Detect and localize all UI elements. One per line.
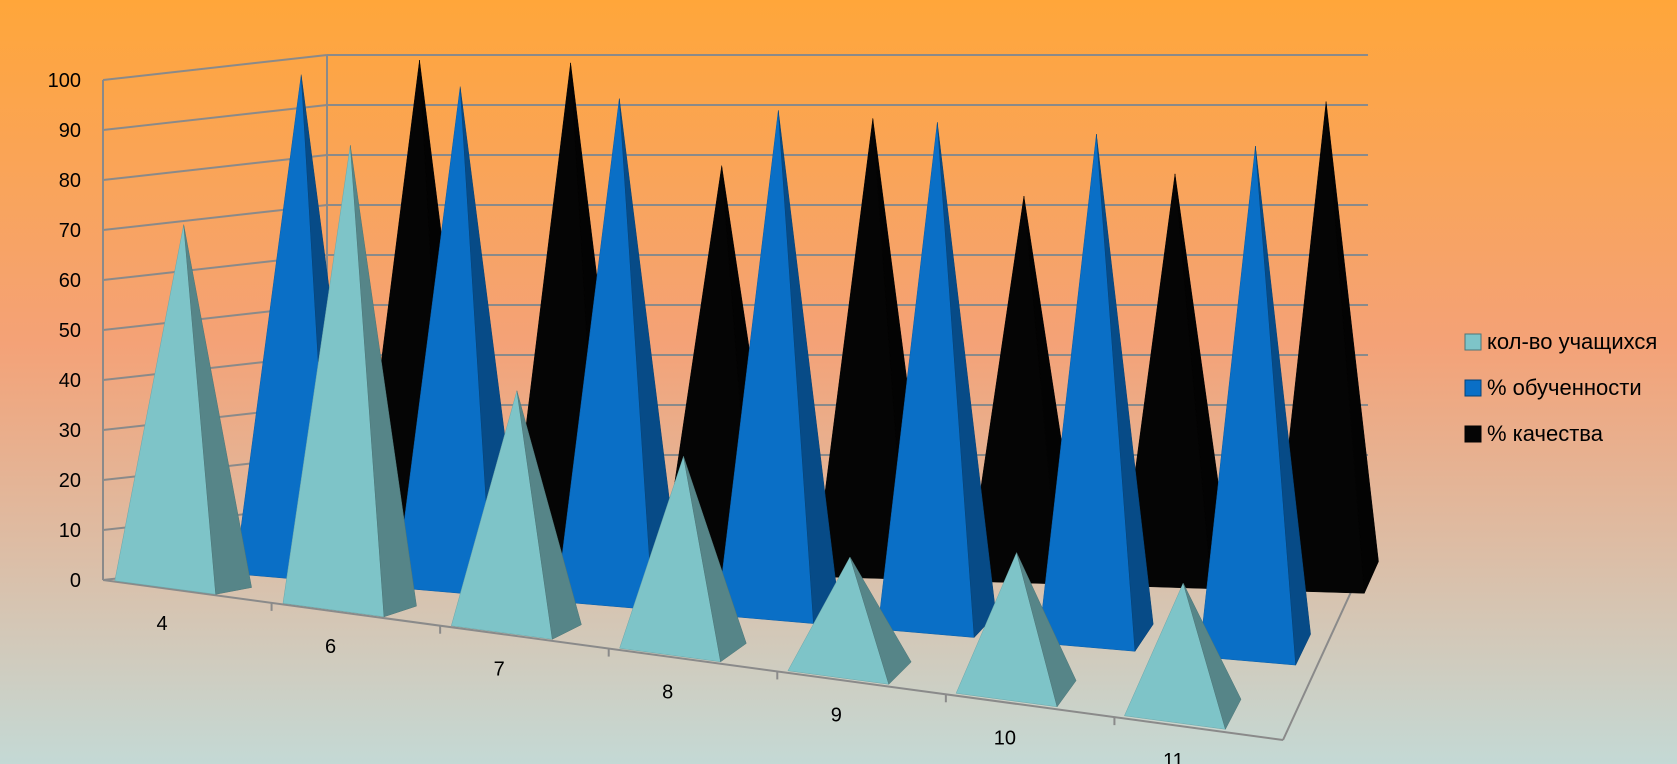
y-tick-label: 0 — [70, 570, 81, 592]
gridline — [102, 104, 328, 131]
y-tick-label: 50 — [59, 320, 81, 342]
y-tick-label: 10 — [59, 520, 81, 542]
pyramid-bar — [716, 110, 839, 625]
y-tick-label: 20 — [59, 470, 81, 492]
y-tick-label: 80 — [59, 170, 81, 192]
x-tick-label: 11 — [1163, 750, 1184, 764]
legend-swatch — [1464, 379, 1482, 397]
pyramids — [114, 60, 1379, 730]
pyramid-bar — [955, 551, 1077, 708]
pyramid-bar — [1038, 134, 1154, 653]
gridline — [102, 54, 328, 81]
legend-swatch — [1464, 425, 1482, 443]
y-tick-label: 40 — [59, 370, 81, 392]
legend-label: кол-во учащихся — [1487, 329, 1657, 354]
y-tick-label: 90 — [59, 120, 81, 142]
axis-line — [102, 579, 1284, 741]
tick-labels: 0 10 20 30 40 50 60 70 80 90 100 4 6 7 8 9 10 11 — [48, 70, 1184, 764]
x-tick-label: 10 — [994, 727, 1016, 749]
x-tick-label: 7 — [494, 659, 505, 681]
x-tick-label: 6 — [325, 636, 336, 658]
legend-label: % качества — [1487, 421, 1604, 446]
x-tick-label: 4 — [156, 613, 167, 635]
pyramid-bar — [619, 456, 747, 663]
y-tick-label: 100 — [48, 70, 81, 92]
legend: кол-во учащихся % обученности % качества — [1464, 329, 1657, 446]
x-tick-label: 9 — [831, 704, 842, 726]
pyramid-bar — [114, 224, 252, 595]
pyramid-bar — [1198, 146, 1311, 667]
gridline — [102, 154, 328, 181]
y-tick-label: 70 — [59, 220, 81, 242]
y-tick-label: 30 — [59, 420, 81, 442]
pyramid-bar — [450, 390, 582, 640]
legend-label: % обученности — [1487, 375, 1642, 400]
y-tick-label: 60 — [59, 270, 81, 292]
pyramid-bar — [1272, 101, 1379, 594]
pyramid-bar — [787, 556, 912, 685]
x-tick-label: 8 — [662, 682, 673, 704]
pyramid-bar — [282, 145, 417, 618]
pyramid-bar — [1124, 582, 1242, 730]
legend-swatch — [1464, 333, 1482, 351]
